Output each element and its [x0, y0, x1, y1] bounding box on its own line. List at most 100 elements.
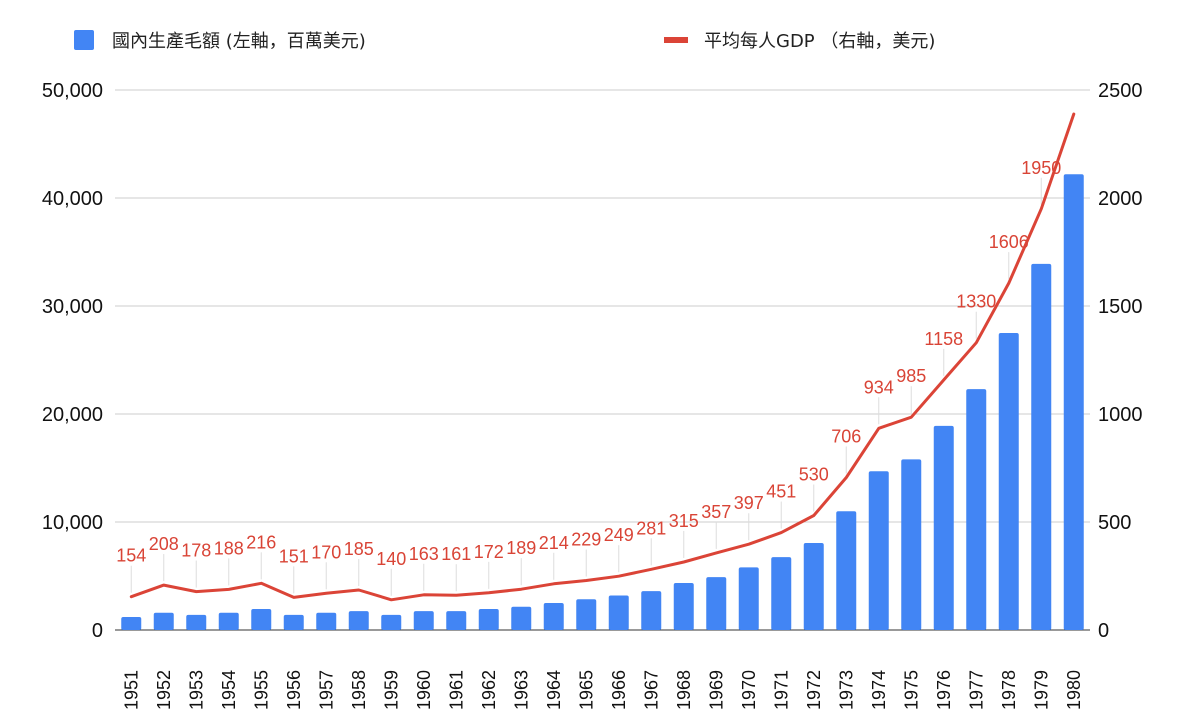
y-left-tick-label: 10,000	[42, 512, 103, 534]
data-label: 397	[734, 493, 764, 513]
x-tick-label: 1974	[869, 670, 889, 710]
data-label: 172	[474, 542, 504, 562]
x-tick-label: 1958	[349, 670, 369, 710]
gdp-bar	[251, 608, 272, 630]
data-label: 315	[669, 511, 699, 531]
y-right-tick-label: 0	[1098, 620, 1109, 642]
legend: 國內生產毛額 (左軸，百萬美元) 平均每人GDP （右軸，美元)	[74, 30, 935, 52]
y-left-tick-label: 0	[92, 620, 103, 642]
y-axis-right: 0 500 1000 1500 2000 2500	[1098, 80, 1143, 642]
legend-label-gdp: 國內生產毛額 (左軸，百萬美元)	[112, 31, 366, 52]
x-tick-label: 1973	[836, 670, 856, 710]
data-label: 249	[604, 525, 634, 545]
gdp-bar	[738, 567, 759, 630]
x-tick-label: 1955	[251, 670, 271, 710]
data-label: 140	[376, 549, 406, 569]
legend-swatch-gdp	[74, 30, 94, 50]
gdp-bar	[218, 612, 239, 630]
data-label: 161	[441, 544, 471, 564]
gdp-bar	[901, 459, 922, 630]
y-axis-left: 0 10,000 20,000 30,000 40,000 50,000	[42, 80, 103, 642]
x-tick-label: 1960	[414, 670, 434, 710]
gdp-bars	[121, 174, 1084, 631]
x-tick-label: 1975	[901, 670, 921, 710]
data-label: 214	[539, 533, 569, 553]
data-label: 357	[701, 502, 731, 522]
y-right-tick-label: 500	[1098, 512, 1131, 534]
x-tick-label: 1980	[1064, 670, 1084, 710]
gridlines	[115, 89, 1090, 631]
data-label: 229	[571, 530, 601, 550]
data-label: 188	[214, 538, 244, 558]
y-left-tick-label: 40,000	[42, 188, 103, 210]
x-tick-label: 1971	[771, 670, 791, 710]
y-left-tick-label: 30,000	[42, 296, 103, 318]
gdp-bar	[673, 583, 694, 630]
data-label: 185	[344, 539, 374, 559]
x-tick-label: 1979	[1031, 670, 1051, 710]
gdp-bar	[186, 614, 207, 630]
x-tick-label: 1965	[576, 670, 596, 710]
data-label: 1158	[924, 329, 963, 349]
gdp-bar	[836, 511, 857, 630]
x-tick-label: 1952	[154, 670, 174, 710]
data-label: 170	[311, 542, 341, 562]
gdp-bar	[316, 612, 337, 630]
data-label: 1950	[1021, 158, 1061, 178]
data-label: 189	[506, 538, 536, 558]
gdp-bar	[641, 591, 662, 630]
x-tick-label: 1963	[511, 670, 531, 710]
x-tick-label: 1968	[674, 670, 694, 710]
x-axis: 1951 1952 1953 1954 1955 1956 1957 1958 1959 1960…	[121, 670, 1084, 710]
gdp-bar	[543, 603, 564, 630]
gdp-bar	[121, 617, 142, 630]
gdp-bar	[283, 614, 304, 630]
legend-swatch-per-capita	[664, 37, 688, 43]
x-tick-label: 1957	[316, 670, 336, 710]
x-tick-label: 1953	[186, 670, 206, 710]
x-tick-label: 1967	[641, 670, 661, 710]
y-left-tick-label: 50,000	[42, 80, 103, 102]
data-label: 1606	[989, 232, 1029, 252]
y-right-tick-label: 1000	[1098, 404, 1143, 426]
data-label: 216	[246, 532, 276, 552]
gdp-bar	[1031, 263, 1052, 630]
data-label: 178	[181, 541, 211, 561]
x-tick-label: 1976	[934, 670, 954, 710]
y-right-tick-label: 2500	[1098, 80, 1143, 102]
x-tick-label: 1978	[999, 670, 1019, 710]
data-label: 1330	[956, 292, 996, 312]
gdp-bar	[576, 599, 597, 630]
y-right-tick-label: 1500	[1098, 296, 1143, 318]
data-label: 530	[799, 465, 829, 485]
gdp-bar	[348, 611, 369, 630]
label-leader-lines	[130, 177, 1042, 596]
data-label: 163	[409, 544, 439, 564]
legend-label-per-capita: 平均每人GDP （右軸，美元)	[704, 31, 935, 52]
gdp-bar	[153, 612, 174, 630]
gdp-bar	[511, 606, 532, 630]
y-left-tick-label: 20,000	[42, 404, 103, 426]
data-label: 706	[831, 427, 861, 447]
gdp-bar	[446, 611, 467, 630]
gdp-bar	[478, 608, 499, 630]
x-tick-label: 1966	[609, 670, 629, 710]
data-label: 281	[636, 518, 666, 538]
data-label: 154	[116, 546, 146, 566]
gdp-bar	[706, 577, 727, 630]
data-label: 934	[864, 377, 894, 397]
gdp-bar	[771, 557, 792, 630]
gdp-bar	[803, 543, 824, 630]
x-tick-label: 1959	[381, 670, 401, 710]
gdp-bar	[608, 595, 629, 630]
data-label: 451	[766, 482, 796, 502]
x-tick-label: 1962	[479, 670, 499, 710]
x-tick-label: 1972	[804, 670, 824, 710]
gdp-bar	[381, 614, 402, 630]
data-label: 208	[149, 534, 179, 554]
gdp-bar	[933, 425, 954, 630]
x-tick-label: 1961	[446, 670, 466, 710]
